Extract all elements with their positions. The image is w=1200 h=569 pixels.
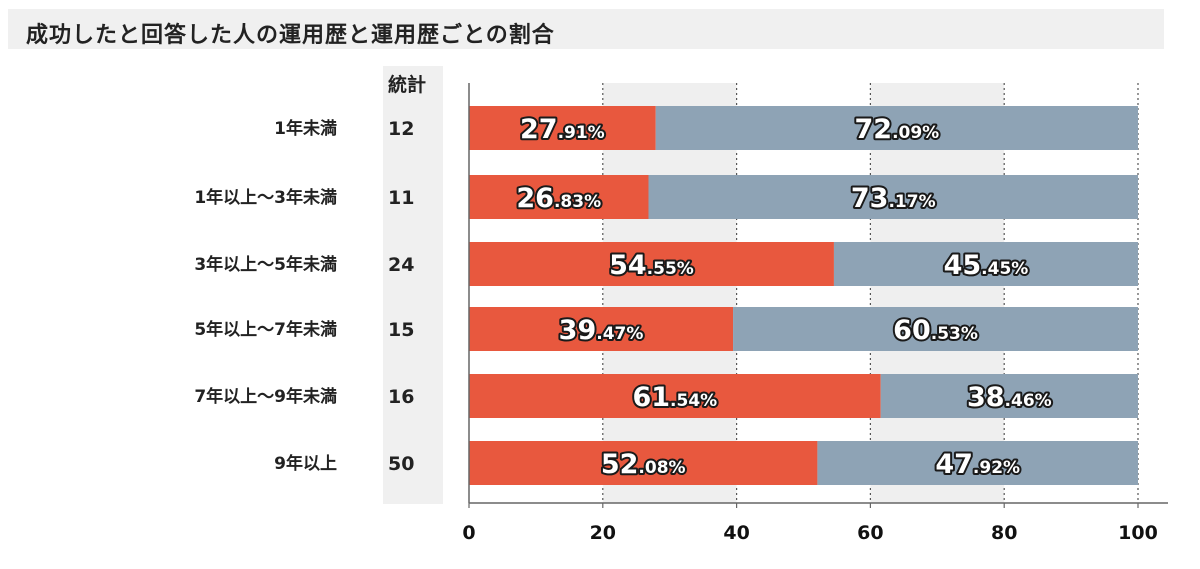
bar-segment bbox=[469, 307, 734, 351]
count-value: 24 bbox=[388, 254, 414, 276]
data-label: 60.53% bbox=[893, 315, 978, 346]
grid-band bbox=[870, 83, 1005, 503]
category-label: 7年以上～9年未満 bbox=[194, 386, 337, 407]
bar-segment bbox=[648, 175, 1138, 219]
data-label: 47.92% bbox=[935, 449, 1020, 480]
data-label: 52.08% bbox=[601, 449, 686, 480]
count-header: 統計 bbox=[388, 73, 426, 96]
chart-title: 成功したと回答した人の運用歴と運用歴ごとの割合 bbox=[26, 23, 555, 48]
x-tick-label: 80 bbox=[991, 522, 1017, 544]
bar-segment bbox=[655, 106, 1138, 150]
data-label: 27.91% bbox=[520, 114, 605, 145]
data-label: 73.17% bbox=[851, 183, 936, 214]
data-label: 38.46% bbox=[967, 382, 1052, 413]
chart-title-bar: 成功したと回答した人の運用歴と運用歴ごとの割合 bbox=[8, 9, 1164, 49]
x-tick-label: 40 bbox=[723, 522, 749, 544]
count-value: 11 bbox=[388, 187, 414, 209]
category-label: 1年未満 bbox=[274, 118, 337, 139]
category-label: 9年以上 bbox=[274, 453, 337, 474]
count-value: 15 bbox=[388, 319, 414, 341]
data-label: 54.55% bbox=[609, 250, 694, 281]
grid-band bbox=[602, 83, 737, 503]
bar-segment bbox=[817, 441, 1138, 485]
data-label: 45.45% bbox=[944, 250, 1029, 281]
bar-segment bbox=[469, 374, 881, 418]
bar-segment bbox=[469, 441, 818, 485]
data-label: 72.09% bbox=[854, 114, 939, 145]
count-value: 16 bbox=[388, 386, 414, 408]
bar-segment bbox=[833, 242, 1138, 286]
bar-segment bbox=[880, 374, 1138, 418]
count-column-bg bbox=[383, 66, 443, 504]
x-tick-label: 20 bbox=[590, 522, 616, 544]
bar-segment bbox=[469, 175, 649, 219]
data-label: 39.47% bbox=[559, 315, 644, 346]
category-label: 3年以上～5年未満 bbox=[194, 254, 337, 275]
x-tick-label: 60 bbox=[857, 522, 883, 544]
category-label: 1年以上～3年未満 bbox=[194, 187, 337, 208]
x-tick-label: 0 bbox=[462, 522, 475, 544]
data-label: 61.54% bbox=[632, 382, 717, 413]
count-value: 12 bbox=[388, 118, 414, 140]
bar-segment bbox=[469, 242, 834, 286]
x-tick-label: 100 bbox=[1118, 522, 1158, 544]
bar-segment bbox=[469, 106, 656, 150]
bar-segment bbox=[733, 307, 1138, 351]
category-label: 5年以上～7年未満 bbox=[194, 319, 337, 340]
count-value: 50 bbox=[388, 453, 414, 475]
data-label: 26.83% bbox=[516, 183, 601, 214]
